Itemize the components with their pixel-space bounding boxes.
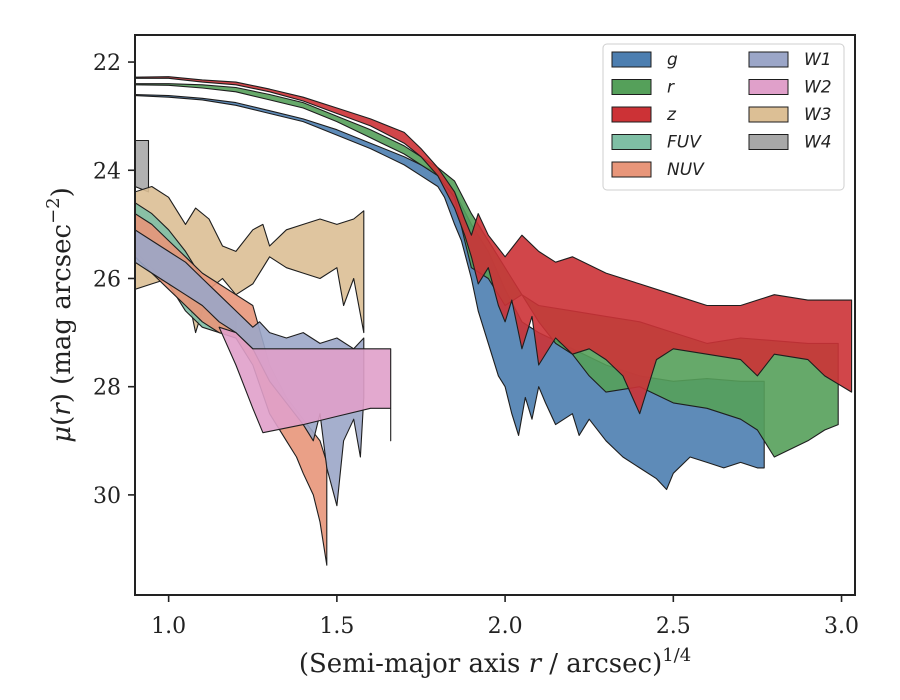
legend-swatch-r	[611, 79, 652, 95]
y-tick-label: 22	[93, 51, 121, 76]
legend-label-r: r	[667, 78, 675, 98]
y-axis-title: μ(r) (mag arcsec−2)	[43, 187, 77, 443]
legend-label-w1: W1	[804, 50, 832, 70]
legend-label-w2: W2	[804, 78, 832, 98]
y-tick-label: 28	[93, 376, 121, 401]
legend-swatch-nuv	[611, 161, 652, 178]
x-axis: 1.0 1.5 2.0 2.5 3.0	[151, 595, 859, 639]
legend-label-g: g	[667, 50, 678, 70]
x-tick-label: 2.0	[488, 614, 523, 639]
x-tick-label: 1.5	[319, 614, 354, 639]
x-tick-label: 3.0	[824, 614, 859, 639]
band-w1	[135, 229, 365, 507]
legend-swatch-g	[611, 51, 652, 68]
x-axis-title: (Semi-major axis r / arcsec)1/4	[299, 645, 691, 679]
band-w4	[135, 139, 150, 193]
x-tick-label: 2.5	[656, 614, 691, 639]
legend-swatch-z	[611, 106, 652, 123]
x-tick-label: 1.0	[151, 614, 186, 639]
band-nuv	[135, 213, 328, 566]
legend-swatch-fuv	[611, 134, 652, 150]
legend-label-fuv: FUV	[667, 133, 702, 153]
legend-label-w3: W3	[804, 105, 832, 125]
legend-label-w4: W4	[804, 133, 832, 153]
legend-swatch-w1	[748, 51, 789, 68]
y-tick-label: 30	[93, 484, 121, 509]
y-tick-label: 26	[93, 267, 121, 292]
legend-label-z: z	[666, 105, 677, 125]
legend-swatch-w3	[748, 106, 789, 123]
legend-swatch-w2	[748, 79, 789, 95]
band-w2	[218, 326, 392, 442]
legend-label-nuv: NUV	[667, 160, 705, 180]
plot-frame	[134, 34, 856, 596]
legend-swatch-w4	[748, 134, 789, 150]
y-axis: 22 24 26 28 30	[93, 51, 135, 509]
legend: grz FUV NUV W1 W2 W3 W4	[602, 43, 845, 191]
bands-group	[135, 76, 853, 566]
y-tick-label: 24	[93, 159, 121, 184]
band-z	[135, 76, 853, 415]
